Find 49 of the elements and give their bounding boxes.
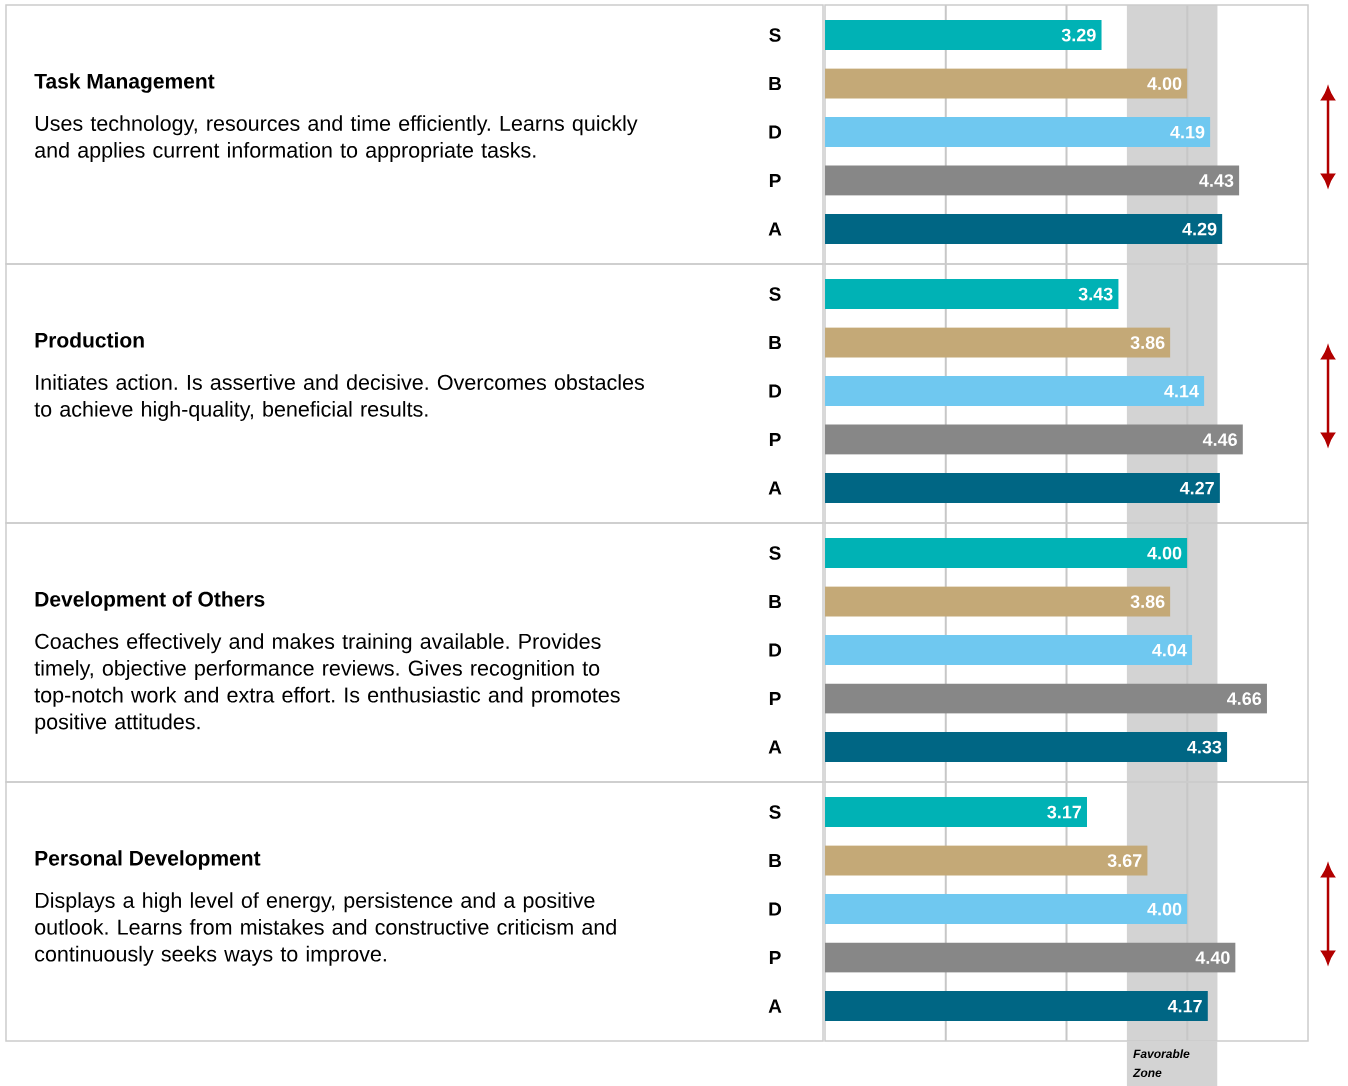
y-tick-label: S [769, 287, 781, 301]
data-label: 4.00 [1147, 902, 1182, 916]
y-tick-label: A [768, 740, 782, 754]
y-tick-label: B [769, 595, 782, 609]
y-tick-label: A [768, 481, 782, 495]
text: Coaches effectively and makes training available. Provides timely, objective performance reviews. Gives recognition to top-notch work and extra effort. Is enthusiastic and promotes positive attitudes. [34, 633, 620, 734]
data-label: 3.17 [1047, 805, 1082, 819]
text: Initiates action. Is assertive and decisive. Overcomes obstacles to achieve high-quality, beneficial results. [34, 374, 644, 422]
text: Personal Development [35, 850, 261, 870]
text: Production [35, 332, 144, 348]
y-tick-label: S [769, 28, 781, 42]
y-tick-label: P [769, 433, 781, 447]
text: Displays a high level of energy, persistence and a positive outlook. Learns from mistakes and constructive criticism and continuously seeks ways to improve. [35, 892, 616, 966]
data-label: 4.14 [1164, 384, 1199, 398]
y-tick-label: B [769, 336, 782, 350]
data-label: 4.27 [1179, 481, 1214, 495]
y-tick-label: S [769, 805, 781, 819]
y-tick-label: S [769, 546, 781, 560]
y-tick-label: P [769, 174, 781, 188]
text: Development of Others [35, 591, 265, 611]
y-tick-label: B [769, 77, 782, 91]
y-tick-label: D [769, 643, 782, 657]
y-tick-label: P [769, 951, 781, 965]
text: Uses technology, resources and time efficiently. Learns quickly and applies current information to appropriate tasks. [35, 115, 638, 163]
data-label: 4.00 [1147, 546, 1182, 560]
data-label: 3.29 [1061, 28, 1096, 42]
text: Task Management [34, 73, 215, 93]
band-label: Favorable Zone [1132, 1049, 1190, 1078]
y-tick-label: D [769, 902, 782, 916]
data-label: 3.86 [1130, 595, 1165, 608]
data-label: 4.17 [1167, 999, 1202, 1013]
data-label: 4.29 [1182, 222, 1217, 236]
data-label: 3.86 [1130, 336, 1165, 349]
data-label: 4.33 [1187, 740, 1222, 754]
data-label: 3.67 [1107, 854, 1142, 867]
data-label: 4.19 [1170, 125, 1205, 139]
y-tick-label: A [768, 999, 782, 1013]
y-tick-label: A [768, 222, 782, 236]
y-tick-label: B [769, 854, 782, 868]
data-label: 4.00 [1147, 77, 1182, 90]
data-label: 4.43 [1199, 174, 1234, 187]
y-tick-label: D [769, 125, 782, 139]
y-tick-label: P [769, 692, 781, 706]
data-label: 3.43 [1078, 287, 1113, 301]
y-tick-label: D [769, 384, 782, 398]
data-label: 4.66 [1226, 692, 1262, 705]
data-label: 4.04 [1152, 643, 1187, 657]
data-label: 4.46 [1202, 433, 1237, 446]
data-label: 4.40 [1195, 951, 1230, 964]
